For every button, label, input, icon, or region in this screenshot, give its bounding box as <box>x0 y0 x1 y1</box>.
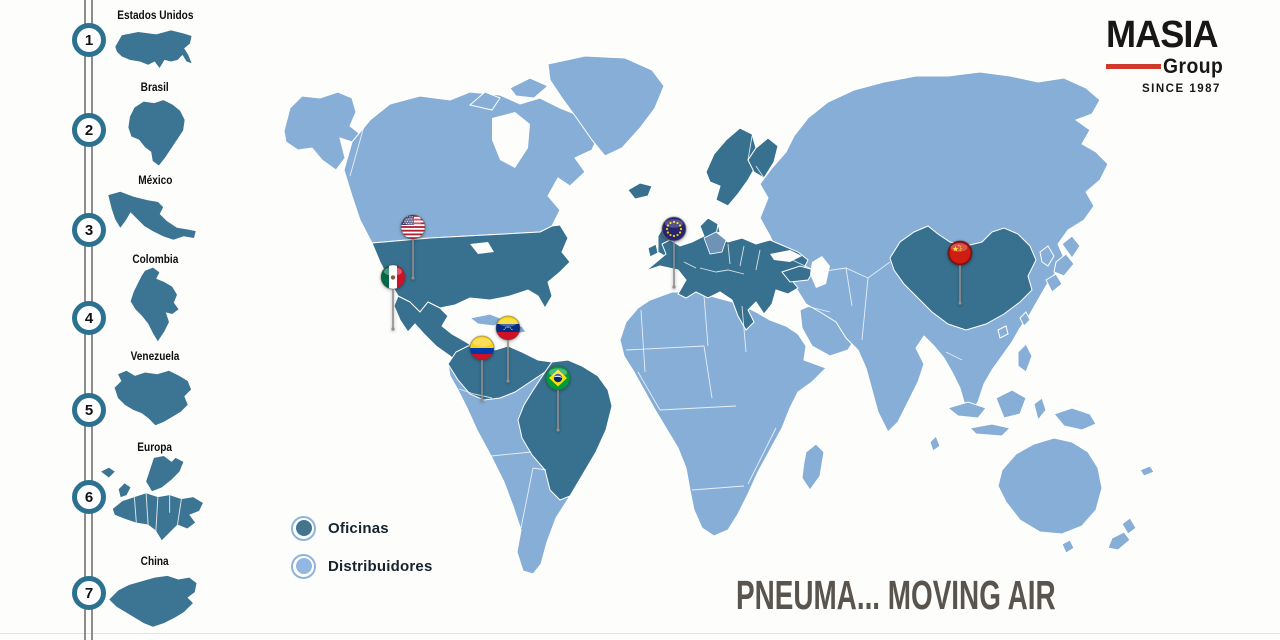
timeline-number-label: 7 <box>84 584 94 602</box>
brand-group: Group <box>1163 55 1224 78</box>
pin-venezuela[interactable] <box>495 315 521 383</box>
oficinas-swatch-icon <box>291 515 316 541</box>
brasil-silhouette-icon <box>128 100 185 166</box>
brand-since: SINCE 1987 <box>1142 83 1221 95</box>
timeline-number-2: 2 <box>72 113 106 147</box>
timeline-number-3: 3 <box>72 213 106 247</box>
pin-europa[interactable] <box>661 216 687 289</box>
colombia-silhouette-icon <box>130 267 179 342</box>
timeline-number-1: 1 <box>72 23 106 57</box>
legend-item-distribuidores: Distribuidores <box>291 552 432 580</box>
timeline-number-label: 1 <box>84 31 94 49</box>
pin-mexico[interactable] <box>380 264 406 331</box>
timeline-number-label: 3 <box>84 221 94 239</box>
europa-flag-icon <box>662 217 686 241</box>
sidebar-item-china: China <box>140 554 170 568</box>
legend: Oficinas Distribuidores <box>291 514 432 590</box>
timeline-number-6: 6 <box>72 480 106 514</box>
venezuela-flag-icon <box>496 316 520 340</box>
timeline-number-7: 7 <box>72 576 106 610</box>
venezuela-silhouette-icon <box>114 370 192 426</box>
legend-label: Oficinas <box>328 519 389 537</box>
timeline-number-5: 5 <box>72 393 106 427</box>
china-silhouette-icon <box>109 575 197 627</box>
brand-name: MASIA <box>1106 14 1219 56</box>
brand-red-line <box>1106 64 1161 69</box>
legend-label: Distribuidores <box>328 557 433 575</box>
legend-item-oficinas: Oficinas <box>291 514 432 542</box>
distribuidores-swatch-icon <box>291 553 316 579</box>
brand-logo: MASIA Group SINCE 1987 <box>1106 16 1256 95</box>
sidebar-item-europa: Europa <box>137 440 173 454</box>
sidebar-item-brasil: Brasil <box>140 80 170 94</box>
pin-estados-unidos[interactable] <box>400 214 426 280</box>
pin-brasil[interactable] <box>545 365 571 432</box>
timeline-number-label: 5 <box>84 401 94 419</box>
usa-silhouette-icon <box>115 30 192 69</box>
sidebar-item-mexico: México <box>137 173 173 187</box>
bottom-edge-line <box>0 633 1280 634</box>
timeline-number-label: 6 <box>84 488 94 506</box>
map-country-borders <box>349 111 963 529</box>
colombia-flag-icon <box>470 336 494 360</box>
timeline-number-label: 2 <box>84 121 94 139</box>
mexico-flag-icon <box>381 265 405 289</box>
sidebar-item-venezuela: Venezuela <box>130 349 180 363</box>
china-flag-icon <box>948 241 972 265</box>
map-office-regions <box>371 127 1037 501</box>
usa-flag-icon <box>401 215 425 239</box>
timeline-number-label: 4 <box>84 309 94 327</box>
map-inland-seas <box>470 112 830 288</box>
pin-china[interactable] <box>947 240 973 305</box>
sidebar-item-colombia: Colombia <box>132 252 178 266</box>
world-map <box>283 55 1155 575</box>
sidebar-item-estados-unidos: Estados Unidos <box>116 8 194 22</box>
map-germany-patch <box>703 231 727 255</box>
timeline-number-4: 4 <box>72 301 106 335</box>
slogan: PNEUMA... MOVING AIR <box>736 572 1056 618</box>
mexico-silhouette-icon <box>108 191 196 240</box>
europa-silhouette-icon <box>101 455 203 541</box>
pin-colombia[interactable] <box>469 335 495 402</box>
brasil-flag-icon <box>546 366 570 390</box>
